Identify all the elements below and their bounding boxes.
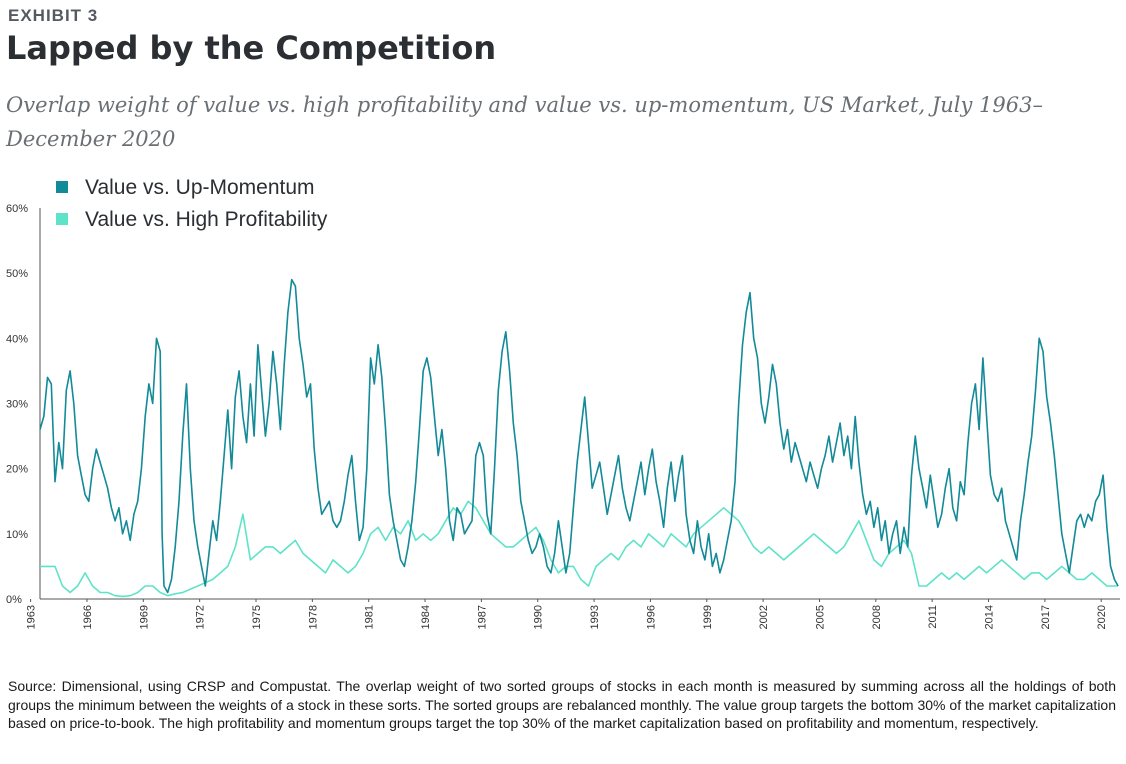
x-tick-label: 2020 <box>1096 605 1108 629</box>
x-tick-label: 1981 <box>364 605 376 629</box>
legend-swatch-up-momentum <box>56 181 68 193</box>
x-tick-label: 1975 <box>251 605 263 629</box>
source-note: Source: Dimensional, using CRSP and Comp… <box>8 678 1116 731</box>
legend-swatch-high-profitability <box>56 213 68 225</box>
series-layer <box>39 278 1119 598</box>
y-tick-label: 40% <box>6 333 28 345</box>
x-tick-label: 1990 <box>533 605 545 629</box>
x-tick-label: 2008 <box>871 605 883 629</box>
y-tick-label: 50% <box>6 268 28 280</box>
exhibit-label: EXHIBIT 3 <box>8 6 99 25</box>
x-tick-label: 2011 <box>927 605 939 629</box>
series-line-up-momentum <box>39 278 1119 594</box>
y-tick-labels: 0% 10% 20% 30% 40% 50% 60% <box>6 203 28 606</box>
line-chart: 0% 10% 20% 30% 40% 50% 60% 1963 1966 1969 1972 197… <box>6 176 1120 629</box>
x-tick-label: 2017 <box>1040 605 1052 629</box>
y-tick-label: 60% <box>6 203 28 215</box>
y-tick-label: 20% <box>6 464 28 476</box>
x-tick-label: 2005 <box>814 605 826 629</box>
legend-label-high-profitability: Value vs. High Profitability <box>85 208 328 231</box>
x-tick-label: 2014 <box>984 605 996 629</box>
x-tick-label: 1993 <box>589 605 601 629</box>
x-tick-label: 1987 <box>476 605 488 629</box>
y-tick-label: 0% <box>6 594 22 606</box>
x-tick-label: 1978 <box>307 605 319 629</box>
x-tick-label: 1999 <box>702 605 714 629</box>
legend: Value vs. Up-Momentum Value vs. High Prof… <box>56 176 328 231</box>
y-tick-label: 30% <box>6 399 28 411</box>
legend-label-up-momentum: Value vs. Up-Momentum <box>85 176 315 199</box>
axes <box>39 208 1120 600</box>
x-tick-label: 1984 <box>420 605 432 629</box>
series-line-high-profitability <box>40 500 1119 598</box>
chart-subtitle: Overlap weight of value vs. high profita… <box>6 93 1043 151</box>
x-tick-label: 1966 <box>82 605 94 629</box>
x-tick-label: 2002 <box>758 605 770 629</box>
x-tick-label: 1969 <box>138 605 150 629</box>
y-tick-label: 10% <box>6 529 28 541</box>
x-tick-label: 1963 <box>26 605 38 629</box>
chart-title: Lapped by the Competition <box>6 29 497 67</box>
x-tick-label: 1972 <box>195 605 207 629</box>
x-tick-label: 1996 <box>645 605 657 629</box>
x-tick-labels: 1963 1966 1969 1972 1975 1978 1981 1984 1987 1990… <box>26 599 1108 629</box>
